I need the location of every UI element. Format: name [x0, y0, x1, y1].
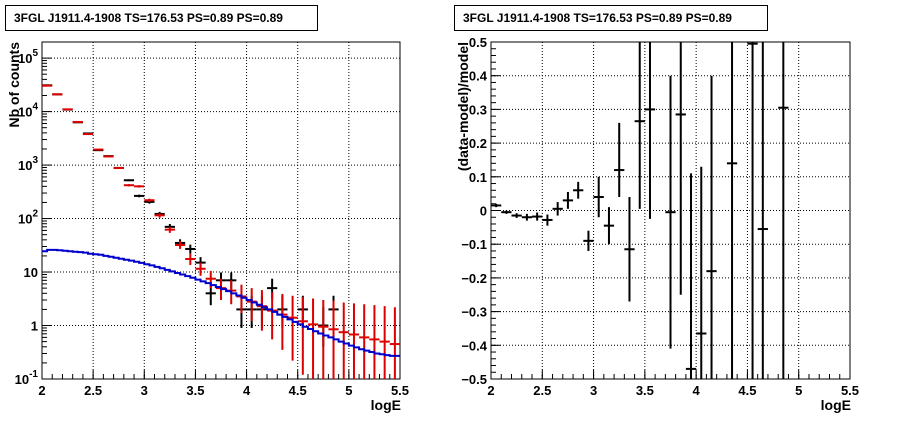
- counts-frame: [41, 41, 401, 380]
- residuals-y-tick-label: −0.5: [461, 372, 487, 387]
- counts-plot: 2 2.5 3 3.5 4 4.5 5 5.5 10-1 1 10 102 103 104 105: [15, 41, 409, 398]
- counts-y-tick-label: 103: [18, 155, 38, 173]
- residuals-y-tick-label: 0: [480, 204, 487, 219]
- residuals-x-tick-label: 2: [487, 383, 494, 398]
- residuals-y-tick-label: 0.1: [469, 170, 487, 185]
- counts-x-tick-label: 3.5: [186, 383, 204, 398]
- residuals-series-0: [491, 42, 789, 379]
- chart-title-right: 3FGL J1911.4-1908 TS=176.53 PS=0.89 PS=0…: [454, 5, 768, 31]
- chart-title-left: 3FGL J1911.4-1908 TS=176.53 PS=0.89 PS=0…: [5, 5, 318, 31]
- residuals-x-tick-label: 5: [795, 383, 802, 398]
- counts-x-tick-label: 2.5: [84, 383, 102, 398]
- x-axis-title-left: logE: [371, 397, 401, 413]
- residuals-x-tick-label: 4: [693, 383, 701, 398]
- residuals-y-tick-label: 0.4: [469, 69, 488, 84]
- residuals-x-tick-label: 5.5: [841, 383, 859, 398]
- y-axis-title-left: Nb of counts: [6, 42, 22, 128]
- counts-x-tick-label: 3: [141, 383, 148, 398]
- counts-model-step-line: [42, 248, 400, 357]
- residuals-y-tick-label: 0.2: [469, 136, 487, 151]
- residuals-data-layer: [491, 42, 789, 379]
- counts-y-tick-label: 104: [18, 102, 38, 120]
- y-axis-title-right: (data-model)/model: [455, 42, 471, 171]
- counts-x-tick-label: 4: [243, 383, 251, 398]
- residuals-x-tick-label: 4.5: [738, 383, 756, 398]
- counts-x-tick-label: 5.5: [391, 383, 409, 398]
- residuals-x-tick-label: 3.5: [636, 383, 654, 398]
- counts-data-layer: [42, 84, 400, 379]
- residuals-y-tick-label: −0.4: [461, 338, 487, 353]
- counts-x-tick-label: 5: [345, 383, 352, 398]
- counts-y-tick-label: 102: [18, 209, 38, 227]
- counts-y-tick-label: 10: [24, 265, 38, 280]
- x-axis-title-right: logE: [821, 397, 851, 413]
- residuals-y-tick-label: 0.3: [469, 102, 487, 117]
- residuals-y-tick-label: −0.2: [461, 271, 487, 286]
- counts-series-1: [42, 84, 400, 379]
- residuals-x-tick-label: 2.5: [533, 383, 551, 398]
- residuals-y-tick-label: −0.1: [461, 237, 487, 252]
- residuals-y-tick-label: 0.5: [469, 35, 487, 50]
- residuals-y-tick-label: −0.3: [461, 305, 487, 320]
- residuals-plot: 2 2.5 3 3.5 4 4.5 5 5.5 −0.5 −0.4 −0.3 −0.2 −0.1 0 0.1…: [461, 35, 859, 398]
- counts-y-tick-label: 1: [31, 319, 38, 334]
- counts-y-tick-label: 10-1: [15, 369, 39, 387]
- counts-series-2: [42, 248, 400, 357]
- counts-y-tick-label: 105: [18, 48, 38, 66]
- counts-x-tick-label: 4.5: [289, 383, 307, 398]
- counts-x-tick-label: 2: [38, 383, 45, 398]
- residuals-x-tick-label: 3: [590, 383, 597, 398]
